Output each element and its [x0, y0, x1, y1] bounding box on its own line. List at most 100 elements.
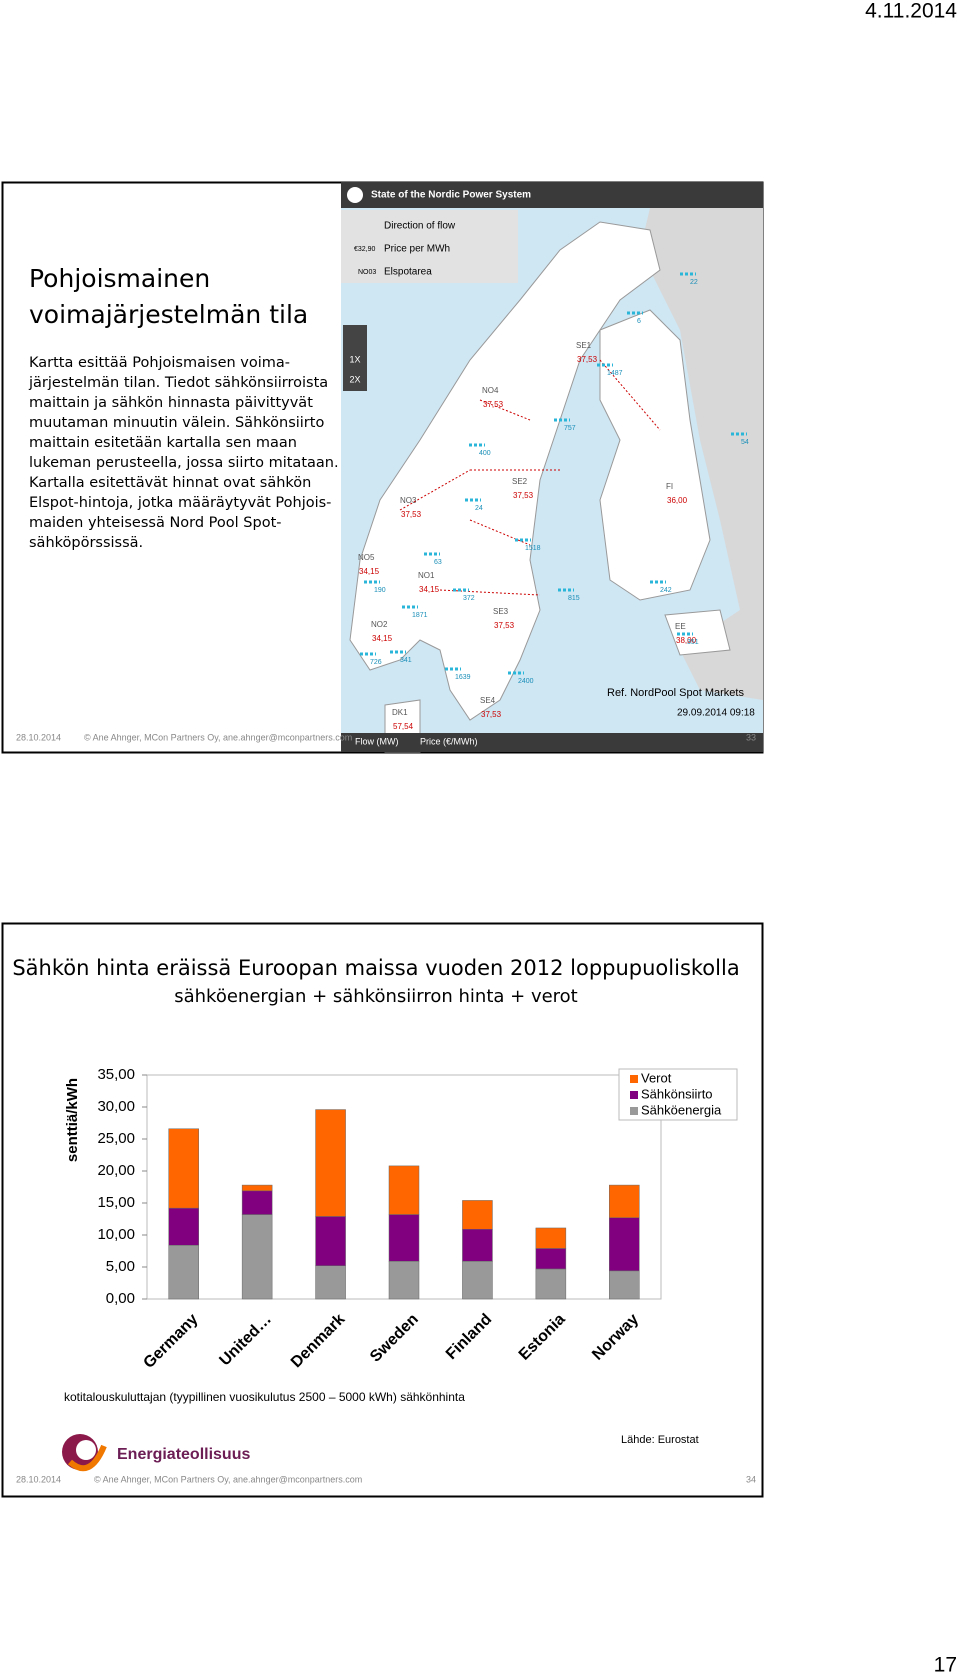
body-line: lukeman perusteella, jossa siirto mitata… [29, 455, 339, 471]
bar-segment [462, 1200, 493, 1230]
slide-title: Pohjoismainen [29, 264, 210, 293]
area-code: FI [666, 482, 673, 491]
bar-segment [315, 1265, 346, 1300]
legend-sample: NO03 [358, 269, 376, 276]
y-tick-label: 15,00 [97, 1194, 135, 1211]
land-scandinavia [349, 221, 661, 721]
area-code: SE1 [576, 341, 592, 350]
bar-segment [462, 1260, 493, 1300]
area-code: SE4 [480, 696, 496, 705]
toggle[interactable]: Flow (MW) [355, 736, 399, 746]
map-timestamp: 29.09.2014 09:18 [677, 708, 755, 719]
bar-segment [462, 1228, 493, 1262]
bar-segment [241, 1214, 273, 1300]
flow-value: 1518 [525, 545, 541, 552]
footer-date: 28.10.2014 [16, 732, 61, 742]
map-toolbar [341, 733, 763, 752]
bar-segment [535, 1268, 567, 1300]
flow-value: 24 [475, 505, 483, 512]
flow-value: 351 [687, 639, 699, 646]
map-legend [341, 210, 518, 283]
bar-segment [241, 1190, 273, 1215]
flow-value: 242 [660, 587, 672, 594]
footer-author: © Ane Ahnger, MCon Partners Oy, ane.ahng… [94, 1474, 362, 1484]
area-price: 34,15 [419, 585, 440, 594]
area-price: 37,53 [483, 400, 504, 409]
footer-number: 33 [746, 732, 756, 742]
legend-swatch [630, 1075, 638, 1083]
area-border [399, 469, 471, 511]
y-tick-label: 0,00 [106, 1290, 135, 1307]
body-line: Kartalla esitettävät hinnat ovat sähkön [29, 475, 311, 491]
header-date: 4.11.2014 [865, 0, 957, 23]
legend-swatch [630, 1091, 638, 1099]
legend-box [618, 1068, 738, 1121]
footer-date: 28.10.2014 [16, 1474, 61, 1484]
area-price: 36,00 [667, 496, 688, 505]
legend-label: Sähköenergia [641, 1102, 722, 1117]
flow-value: 1487 [607, 370, 623, 377]
flow-value: 1639 [455, 674, 471, 681]
zoom-button[interactable]: 2X [349, 374, 360, 384]
body-line: maittain esitetään kartalla sen maan [29, 435, 297, 451]
bar-segment [168, 1244, 199, 1300]
bar-segment [535, 1248, 567, 1270]
area-code: EE [675, 622, 686, 631]
flow-value: 63 [434, 559, 442, 566]
area-price: 38,00 [676, 636, 697, 645]
land-finland [599, 309, 711, 601]
page-number: 17 [934, 1654, 957, 1677]
area-border [599, 359, 661, 431]
logo-text: Energiateollisuus [117, 1446, 250, 1463]
legend-swatch [630, 1107, 638, 1115]
y-tick-label: 5,00 [106, 1258, 135, 1275]
zoom-button[interactable]: 1X [349, 354, 360, 364]
area-price: 37,53 [401, 510, 422, 519]
area-code: NO4 [482, 386, 499, 395]
area-border [469, 519, 531, 546]
land-estonia [664, 609, 731, 656]
flow-value: 726 [370, 659, 382, 666]
legend-text: Direction of flow [384, 221, 456, 232]
footer-author: © Ane Ahnger, MCon Partners Oy, ane.ahng… [84, 732, 352, 742]
area-price: 37,53 [494, 621, 515, 630]
bar-segment [388, 1260, 420, 1300]
area-code: SE2 [512, 477, 528, 486]
map: State of the Nordic Power System Directi… [341, 182, 763, 753]
map-title: State of the Nordic Power System [371, 190, 531, 201]
area-price: 34,15 [359, 567, 380, 576]
logo-mark [76, 1440, 96, 1460]
slide-title: voimajärjestelmän tila [29, 300, 308, 329]
flow-value: 757 [564, 425, 576, 432]
body-text: Kartta esittää Pohjoismaisen voima-järje… [28, 355, 339, 551]
area-code: NO3 [400, 496, 417, 505]
legend-label: Sähkönsiirto [641, 1086, 713, 1101]
bar-segment [535, 1227, 567, 1249]
y-tick-label: 30,00 [97, 1098, 135, 1115]
body-line: muutaman minuutin välein. Sähkönsiirto [29, 415, 324, 431]
flow-value: 372 [463, 595, 475, 602]
area-code: NO2 [371, 620, 388, 629]
flow-value: 22 [690, 279, 698, 286]
area-border [439, 589, 541, 596]
area-price: 57,54 [393, 722, 414, 731]
legend-text: Elspotarea [384, 267, 432, 278]
source: Lähde: Eurostat [621, 1434, 699, 1446]
area-price: 34,15 [372, 634, 393, 643]
map-header [341, 182, 763, 208]
bar-segment [609, 1184, 640, 1218]
land-russia [640, 208, 763, 700]
chart-subtitle: sähköenergian + sähkönsiirron hinta + ve… [174, 986, 578, 1007]
chart-title: Sähkön hinta eräissä Euroopan maissa vuo… [12, 956, 739, 980]
flow-value: 6 [637, 318, 641, 325]
zoom-panel [343, 325, 367, 391]
area-border [479, 399, 531, 421]
bar-segment [388, 1214, 420, 1262]
legend-text: Price per MWh [384, 244, 450, 255]
area-price: 37,53 [513, 491, 534, 500]
flow-value: 190 [374, 587, 386, 594]
y-tick-label: 10,00 [97, 1226, 135, 1243]
toggle[interactable]: Price (€/MWh) [420, 736, 478, 746]
